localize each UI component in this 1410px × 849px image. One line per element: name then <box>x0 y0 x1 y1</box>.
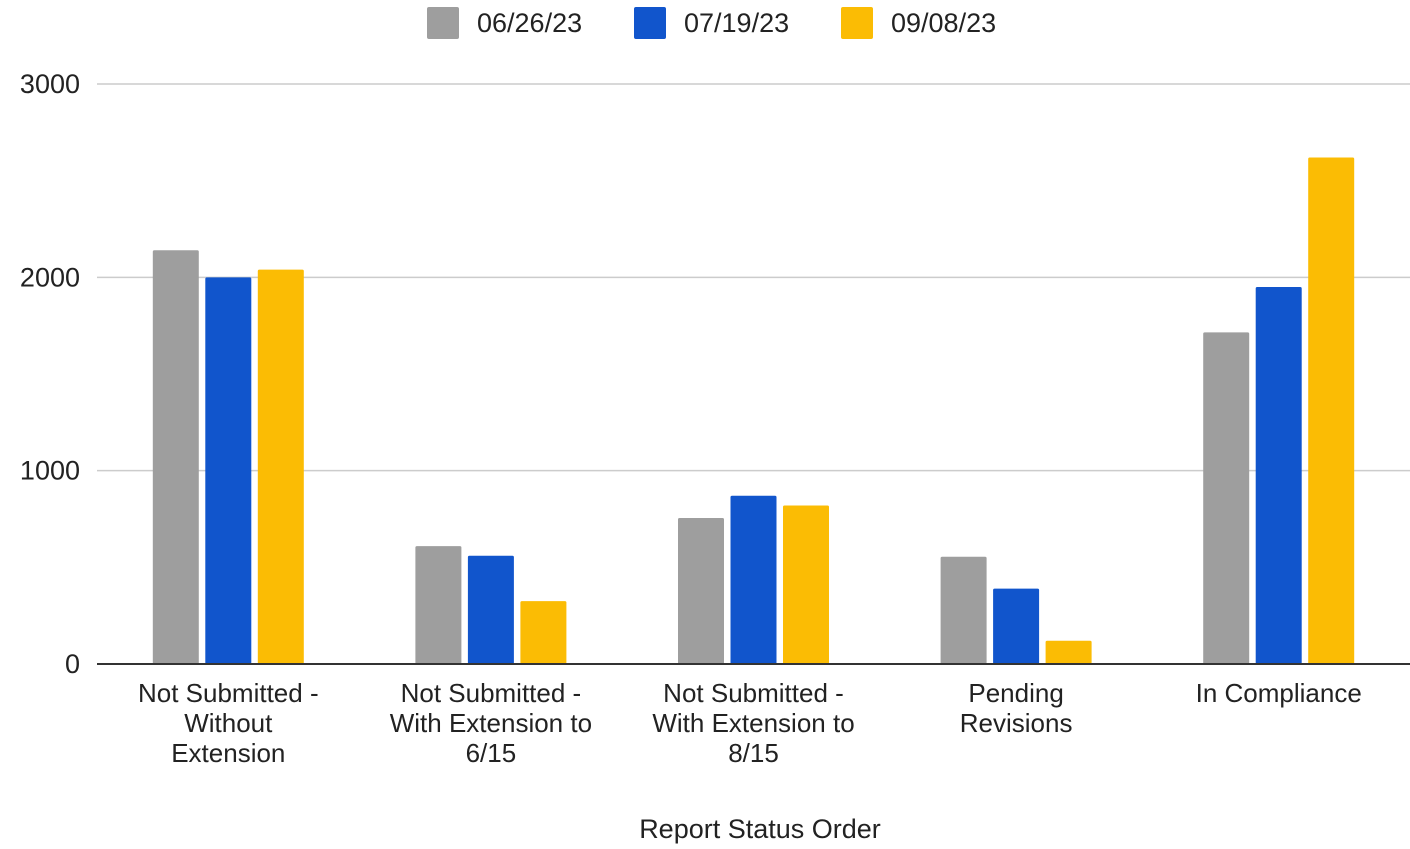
legend: 06/26/23 07/19/23 09/08/23 <box>427 7 996 39</box>
legend-swatch <box>634 7 666 39</box>
x-tick-label: Revisions <box>960 708 1073 738</box>
x-axis-title: Report Status Order <box>639 814 881 844</box>
x-tick-label: With Extension to <box>652 708 854 738</box>
bar <box>467 555 514 664</box>
legend-swatch <box>427 7 459 39</box>
bar <box>783 505 829 664</box>
x-tick-label: Not Submitted - <box>401 678 582 708</box>
x-tick-label: Without <box>184 708 273 738</box>
bars <box>152 157 1355 664</box>
legend-label: 09/08/23 <box>891 8 996 38</box>
legend-label: 07/19/23 <box>684 8 789 38</box>
bar <box>205 277 252 664</box>
legend-swatch <box>841 7 873 39</box>
x-tick-label: 6/15 <box>466 738 517 768</box>
x-tick-label: Extension <box>171 738 285 768</box>
bar <box>1045 640 1092 664</box>
x-tick-label: Not Submitted - <box>138 678 319 708</box>
bar <box>415 546 462 664</box>
x-tick-label: Pending <box>968 678 1063 708</box>
y-tick-label: 1000 <box>20 456 80 486</box>
bar <box>152 250 199 664</box>
bar <box>1203 332 1250 664</box>
x-tick-label: 8/15 <box>728 738 779 768</box>
bar <box>1308 157 1355 664</box>
y-axis-ticks: 0 1000 2000 3000 <box>20 69 80 679</box>
y-tick-label: 3000 <box>20 69 80 99</box>
bar <box>257 269 304 664</box>
y-tick-label: 0 <box>65 649 80 679</box>
legend-label: 06/26/23 <box>477 8 582 38</box>
bar <box>993 588 1040 664</box>
bar <box>1255 287 1302 664</box>
x-tick-label: With Extension to <box>390 708 592 738</box>
gridlines <box>97 83 1410 472</box>
bar <box>940 556 987 664</box>
x-tick-label: In Compliance <box>1196 678 1362 708</box>
bar <box>678 518 724 664</box>
x-tick-label: Not Submitted - <box>663 678 844 708</box>
bar <box>730 495 777 664</box>
bar <box>520 601 567 664</box>
y-tick-label: 2000 <box>20 262 80 292</box>
